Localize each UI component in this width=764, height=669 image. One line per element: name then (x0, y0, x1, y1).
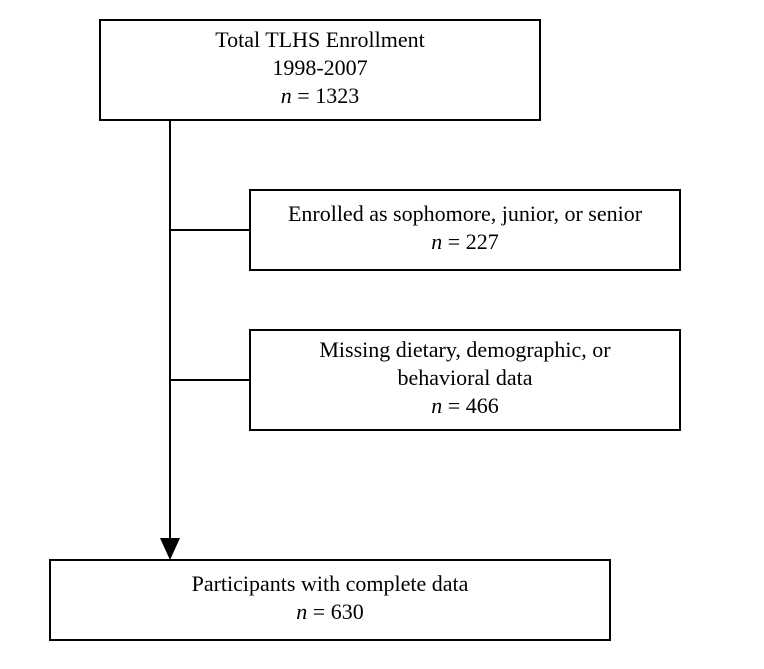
node-exclusion-2-line-0: Missing dietary, demographic, or (319, 337, 611, 362)
node-exclusion-2-line-1: behavioral data (398, 365, 533, 390)
node-top-line-0: Total TLHS Enrollment (215, 27, 424, 52)
node-bottom-line-0: Participants with complete data (192, 571, 469, 596)
arrowhead-icon (160, 538, 180, 560)
node-exclusion-2-line-2: n = 466 (431, 393, 498, 418)
node-top-line-1: 1998-2007 (272, 55, 367, 80)
node-exclusion-1-line-0: Enrolled as sophomore, junior, or senior (288, 201, 643, 226)
node-exclusion-1-line-1: n = 227 (431, 229, 498, 254)
node-bottom-line-1: n = 630 (296, 599, 363, 624)
node-top-line-2: n = 1323 (281, 83, 359, 108)
